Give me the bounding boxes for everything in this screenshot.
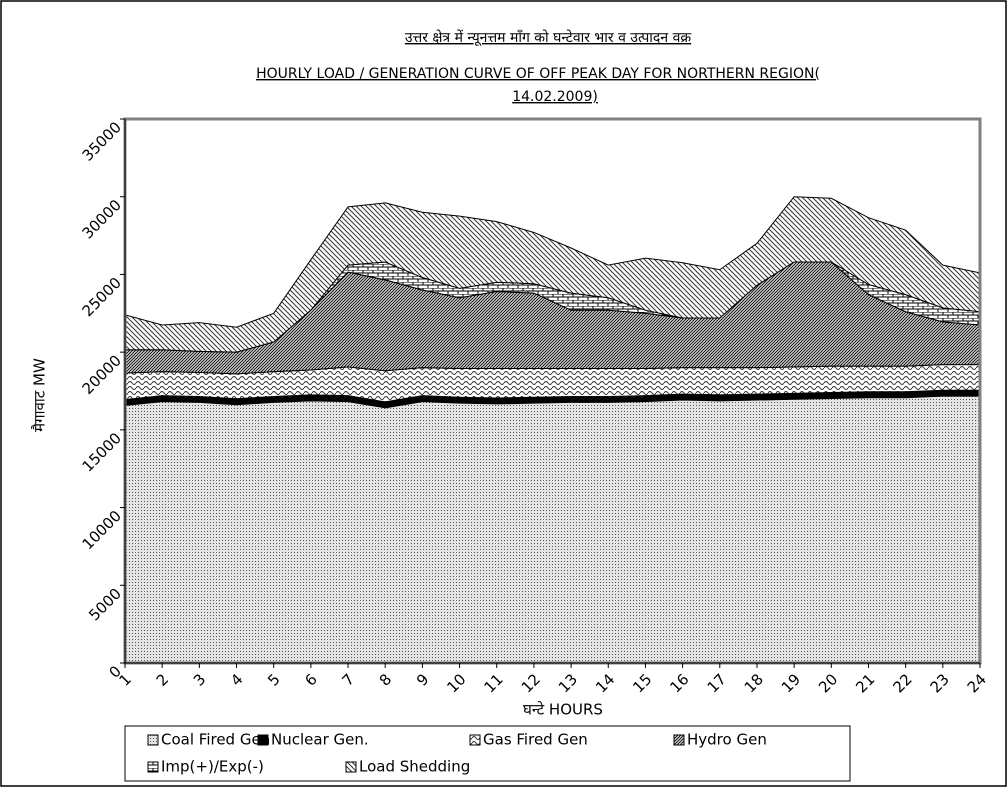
x-tick-label: 5 (264, 670, 283, 689)
x-tick-label: 2 (153, 670, 172, 689)
x-tick-label: 19 (778, 670, 804, 696)
chart-title: उत्तर क्षेत्र में न्यूनत्तम माँग को घन्ट… (405, 29, 691, 46)
area (124, 395, 981, 664)
x-tick-label: 11 (481, 670, 507, 696)
legend-swatch (147, 761, 159, 773)
x-tick-label: 15 (629, 670, 655, 696)
y-tick-label: 30000 (79, 196, 125, 242)
x-tick-label: 9 (413, 670, 432, 689)
x-tick-label: 6 (301, 670, 320, 689)
x-tick-label: 3 (190, 670, 209, 689)
x-axis-label: घन्टे HOURS (523, 701, 603, 719)
x-tick-label: 7 (339, 670, 358, 689)
x-tick-label: 13 (555, 670, 581, 696)
y-tick-label: 35000 (79, 118, 125, 164)
legend-swatch (257, 734, 269, 746)
y-tick-label: 20000 (79, 351, 125, 397)
x-tick-label: 10 (443, 670, 469, 696)
y-axis-label: मैगावाट MW (31, 358, 49, 432)
legend-swatch (469, 734, 481, 746)
x-tick-label: 22 (889, 670, 915, 696)
legend-label: Gas Fired Gen (483, 731, 588, 749)
x-tick-label: 14 (592, 670, 618, 696)
legend-label: Load Shedding (359, 758, 470, 776)
x-tick-label: 12 (518, 670, 544, 696)
x-tick-label: 20 (815, 670, 841, 696)
x-tick-label: 8 (376, 670, 395, 689)
x-tick-label: 17 (704, 670, 730, 696)
x-tick-label: 16 (666, 670, 692, 696)
x-tick-label: 18 (741, 670, 767, 696)
legend (124, 725, 851, 782)
legend-label: Nuclear Gen. (271, 731, 369, 749)
x-tick-label: 21 (852, 670, 878, 696)
chart-title: HOURLY LOAD / GENERATION CURVE OF OFF PE… (256, 66, 820, 82)
y-tick-label: 10000 (79, 507, 125, 553)
y-tick-label: 15000 (79, 429, 125, 475)
legend-label: Coal Fired Gen (161, 731, 270, 749)
x-tick-label: 23 (927, 670, 953, 696)
y-tick-label: 5000 (85, 585, 125, 625)
legend-label: Hydro Gen (687, 731, 767, 749)
y-tick-label: 25000 (79, 274, 125, 320)
legend-swatch (673, 734, 685, 746)
legend-label: Imp(+)/Exp(-) (161, 758, 264, 776)
chart-title: 14.02.2009) (512, 89, 598, 105)
x-tick-label: 24 (964, 670, 990, 696)
legend-swatch (147, 734, 159, 746)
x-tick-label: 1 (116, 670, 135, 689)
legend-swatch (345, 761, 357, 773)
x-tick-label: 4 (227, 670, 246, 689)
